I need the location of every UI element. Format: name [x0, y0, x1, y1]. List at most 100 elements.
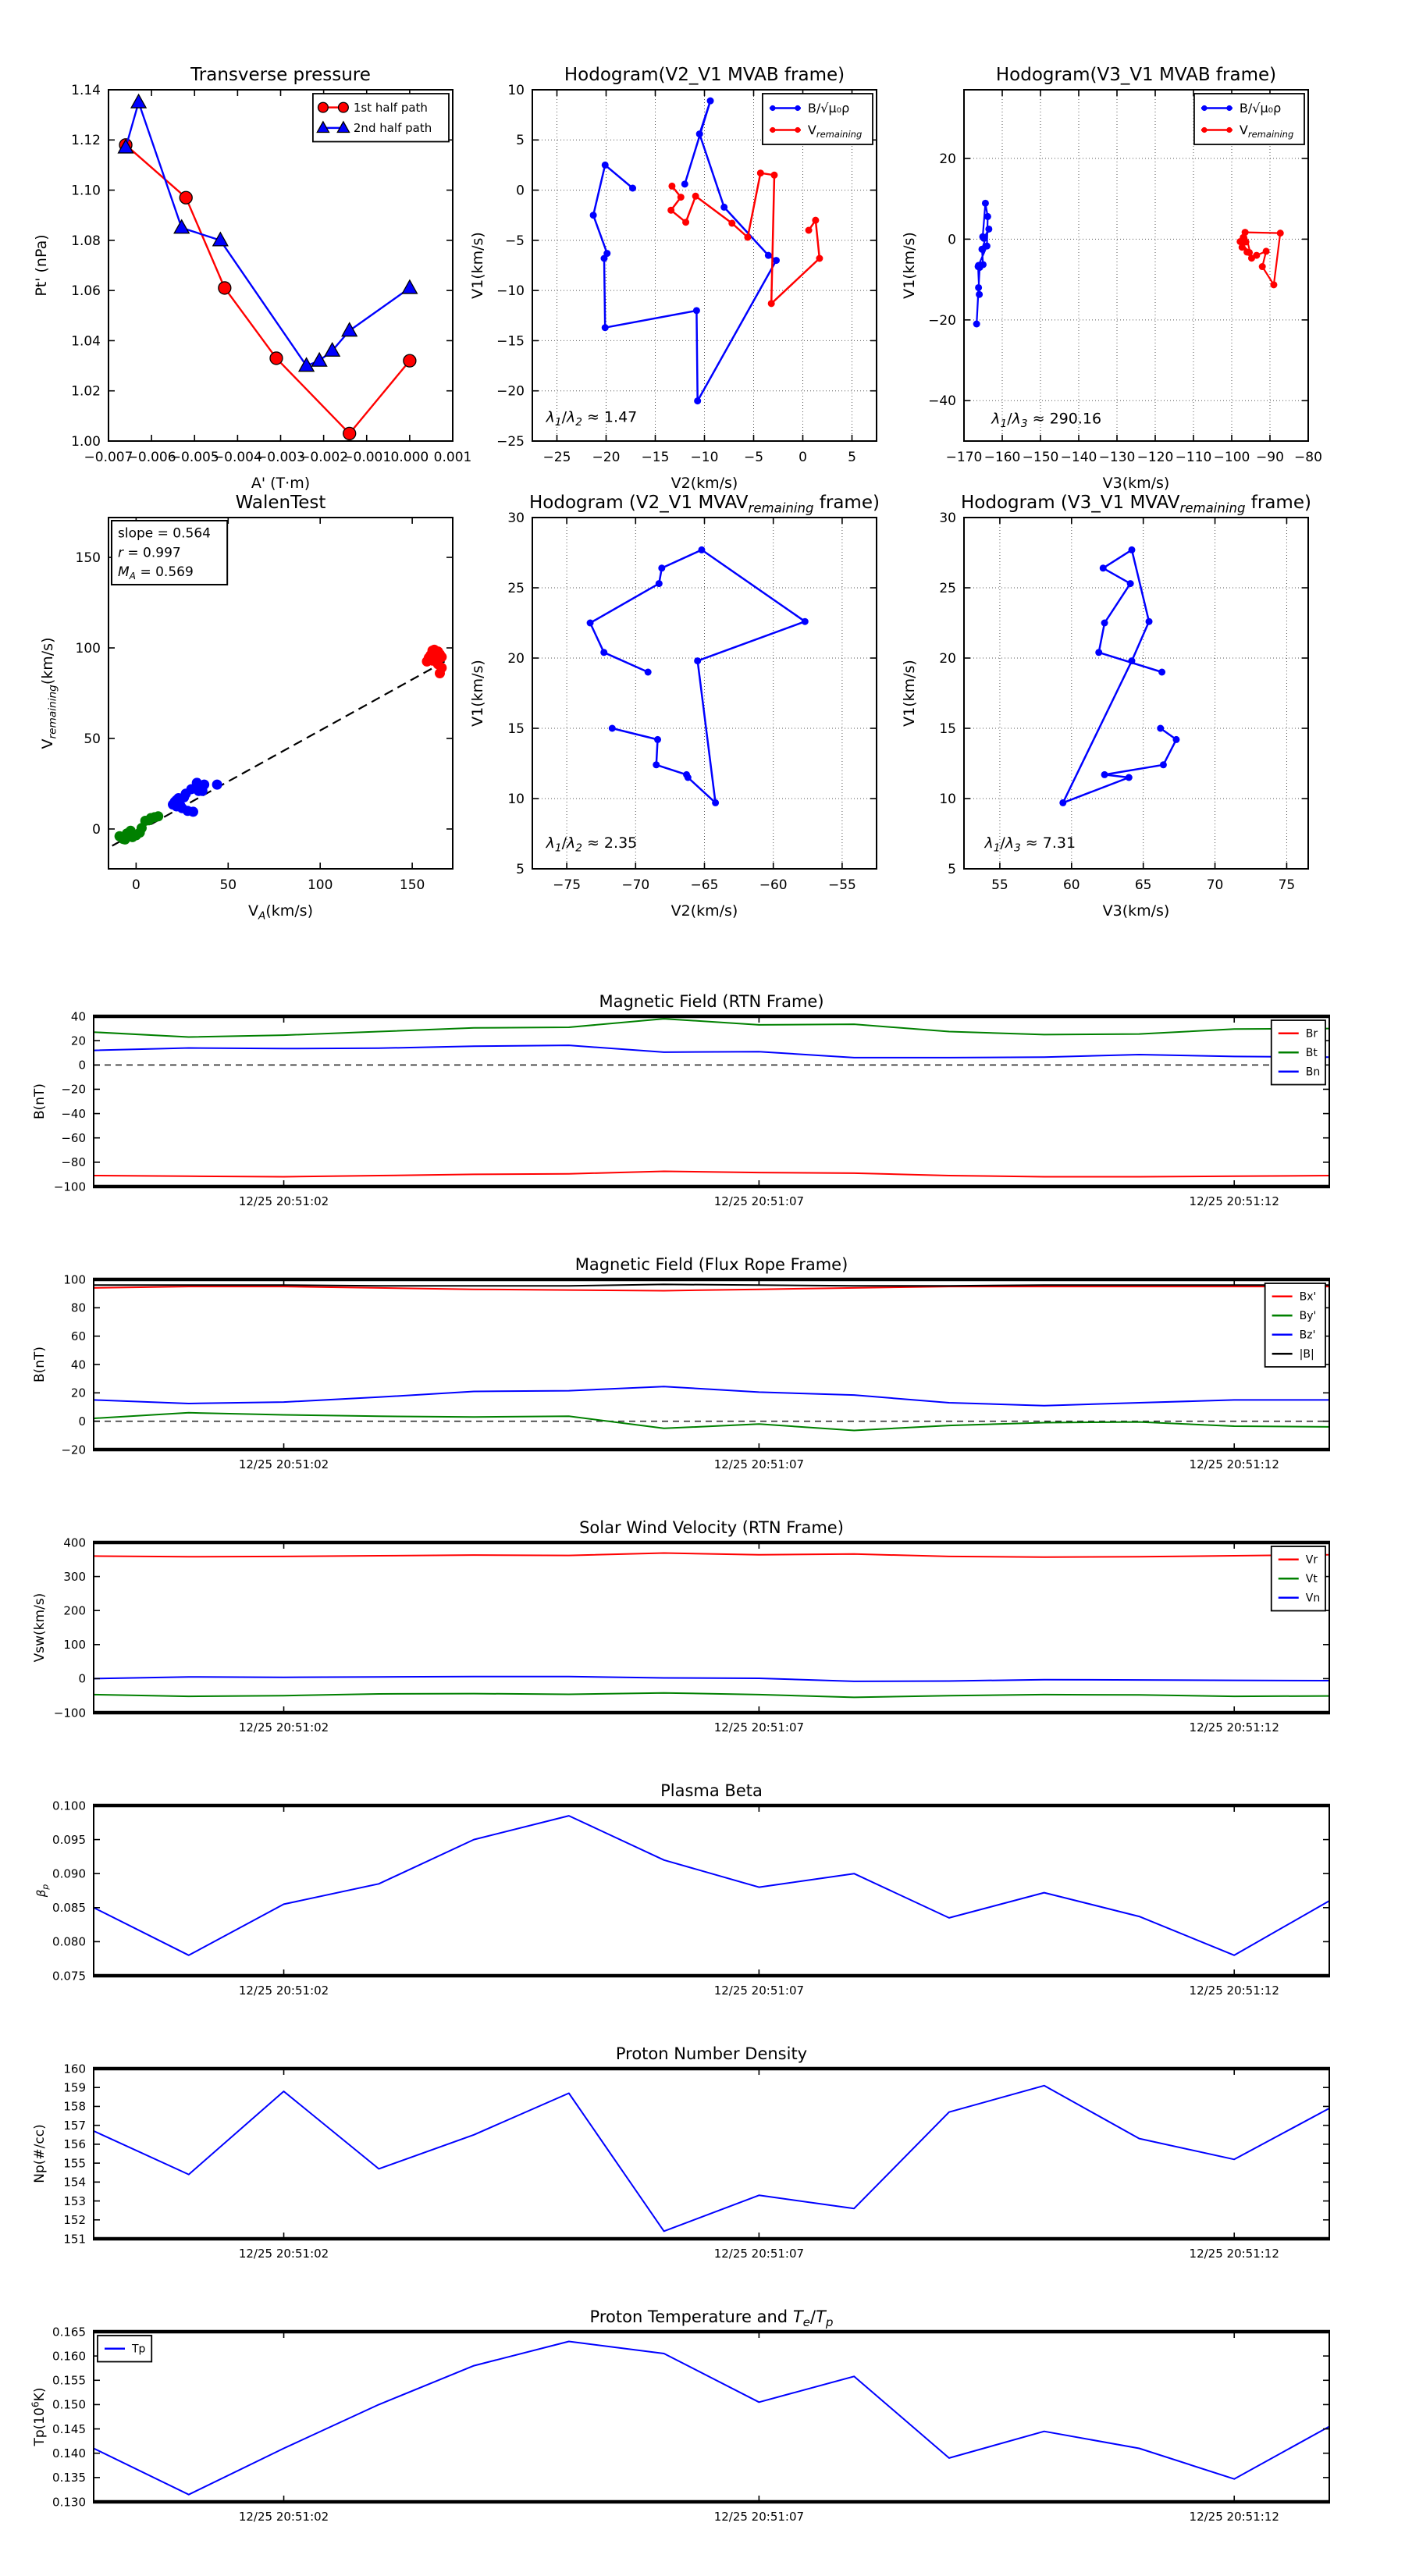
legend-label: Bn [1306, 1066, 1320, 1079]
ticks: 55 60 65 70 75 5 10 15 20 25 30 [939, 511, 1308, 893]
x-tick-label: 0.001 [434, 450, 472, 465]
x-tick-label: 12/25 20:51:07 [714, 2247, 804, 2261]
x-tick-label: −5 [744, 450, 763, 465]
x-tick-label: −0.003 [256, 450, 305, 465]
chart-title: Plasma Beta [660, 1781, 763, 1800]
ticks: 12/25 20:51:02 12/25 20:51:07 12/25 20:51:… [52, 2325, 1329, 2524]
x-tick-label: 12/25 20:51:07 [714, 2510, 804, 2524]
chart-walen-test: 0 50 100 150 0 50 100 150 WalenTest VA(km/s) Vrema… [39, 493, 454, 923]
chart-hodogram-v2v1-mvab: −25 −20 −15 −10 −5 0 5 −25 −20 −15 −10 −5 0 5 10 Hodogr… [469, 65, 877, 492]
y-axis-label: B(nT) [32, 1347, 48, 1382]
series-B-hodogram [589, 97, 780, 405]
y-tick-label: −15 [496, 333, 525, 349]
annotation: λ1/λ3 ≈ 7.31 [984, 834, 1076, 855]
y-tick-label: 157 [63, 2119, 86, 2133]
legend-label: Vn [1306, 1592, 1320, 1605]
y-tick-label: −40 [61, 1107, 86, 1121]
legend-box [311, 93, 450, 143]
grid [532, 517, 877, 870]
x-tick-label: −65 [691, 877, 719, 893]
y-tick-label: 0 [78, 1059, 86, 1073]
y-tick-label: 1.10 [71, 183, 101, 199]
y-axis-label: Vremaining(km/s) [39, 638, 59, 749]
chart-transverse-pressure: −0.007−0.006−0.005−0.004−0.003−0.002−0.0… [33, 65, 471, 492]
x-tick-label: 70 [1207, 877, 1224, 893]
legend: Br Bt Bn [1270, 1019, 1326, 1086]
y-tick-label: 0.095 [52, 1833, 86, 1847]
y-tick-label: 0 [948, 232, 956, 247]
x-tick-label: −0.004 [213, 450, 262, 465]
y-tick-label: 400 [63, 1535, 86, 1550]
chart-proton-temperature: 12/25 20:51:02 12/25 20:51:07 12/25 20:51:… [30, 2307, 1330, 2524]
y-tick-label: 160 [63, 2062, 86, 2076]
x-tick-label: −80 [1294, 450, 1322, 465]
y-tick-label: 153 [63, 2194, 86, 2208]
x-tick-label: −25 [543, 450, 571, 465]
legend-label: B/√μ₀ρ [1240, 101, 1281, 116]
legend: B/√μ₀ρ Vremaining [1193, 93, 1305, 145]
chart-magnetic-field-rtn: 12/25 20:51:02 12/25 20:51:07 12/25 20:51:… [32, 992, 1330, 1208]
y-axis-label: V1(km/s) [469, 660, 486, 727]
chart-hodogram-v3v1-mvav: 55 60 65 70 75 5 10 15 20 25 30 Hodogram (V3_V1 MVA… [901, 493, 1311, 920]
y-tick-label: 15 [507, 721, 525, 737]
x-axis-label: V3(km/s) [1103, 475, 1170, 492]
y-tick-label: 0.155 [52, 2374, 86, 2388]
y-tick-label: 0.150 [52, 2398, 86, 2412]
ticks: 12/25 20:51:02 12/25 20:51:07 12/25 20:51:… [54, 1535, 1329, 1735]
y-tick-label: 0.075 [52, 1969, 86, 1983]
series-Bz' [93, 1386, 1329, 1407]
y-tick-label: 60 [71, 1329, 86, 1343]
y-tick-label: 40 [71, 1009, 86, 1023]
y-tick-label: 5 [516, 133, 525, 148]
x-axis-label: V2(km/s) [671, 902, 738, 920]
y-tick-label: 0.090 [52, 1866, 86, 1880]
axes-frame [963, 517, 1309, 870]
y-tick-label: −60 [61, 1131, 86, 1145]
y-tick-label: −40 [928, 393, 956, 409]
y-tick-label: 155 [63, 2156, 86, 2170]
y-tick-label: −100 [54, 1706, 86, 1720]
ticks: 12/25 20:51:02 12/25 20:51:07 12/25 20:51:… [52, 1799, 1329, 1998]
legend: 1st half path 2nd half path [311, 93, 450, 143]
x-tick-label: 0 [132, 877, 140, 893]
x-tick-label: 12/25 20:51:12 [1190, 1720, 1279, 1735]
x-tick-label: 60 [1063, 877, 1080, 893]
series-B-hodogram [973, 199, 993, 328]
y-axis-label: Pt' (nPa) [33, 234, 50, 296]
y-tick-label: −20 [928, 313, 956, 329]
y-tick-label: 1.08 [71, 233, 101, 249]
x-tick-label: −160 [984, 450, 1021, 465]
legend-label: Vremaining [1240, 123, 1293, 140]
y-tick-label: 100 [76, 641, 101, 656]
chart-title: Transverse pressure [190, 65, 371, 85]
legend: Bx' By' Bz' |B| [1264, 1283, 1326, 1368]
y-axis-label: V1(km/s) [901, 660, 918, 727]
ticks: 12/25 20:51:02 12/25 20:51:07 12/25 20:51:… [63, 2062, 1329, 2261]
y-tick-label: 100 [63, 1272, 86, 1286]
x-tick-label: 12/25 20:51:02 [239, 2510, 329, 2524]
legend-label: |B| [1300, 1348, 1314, 1361]
x-tick-label: −0.002 [299, 450, 348, 465]
chart-title: Magnetic Field (RTN Frame) [599, 992, 823, 1011]
y-tick-label: 20 [71, 1034, 86, 1048]
y-tick-label: 10 [507, 792, 525, 807]
y-tick-label: −20 [61, 1083, 86, 1097]
series-cluster-blue [168, 777, 222, 817]
legend: Tp [97, 2335, 153, 2363]
x-tick-label: 50 [219, 877, 237, 893]
x-tick-label: −70 [621, 877, 649, 893]
x-axis-label: V2(km/s) [671, 475, 738, 492]
series-V-remaining-hodogram [1236, 229, 1284, 289]
y-tick-label: 25 [939, 581, 956, 596]
legend-label: Vt [1306, 1573, 1318, 1585]
ticks: −25 −20 −15 −10 −5 0 5 −25 −20 −15 −10 −5 0 5 10 [496, 83, 877, 465]
x-tick-label: −110 [1176, 450, 1212, 465]
annotation: λ1/λ2 ≈ 1.47 [546, 408, 638, 429]
legend-label: By' [1300, 1310, 1317, 1322]
series-Bx' [93, 1286, 1329, 1292]
x-tick-label: 12/25 20:51:12 [1190, 1194, 1279, 1208]
stats-line: r = 0.997 [118, 545, 181, 560]
ticks: −0.007−0.006−0.005−0.004−0.003−0.002−0.0… [71, 83, 471, 465]
y-tick-label: 20 [939, 651, 956, 667]
